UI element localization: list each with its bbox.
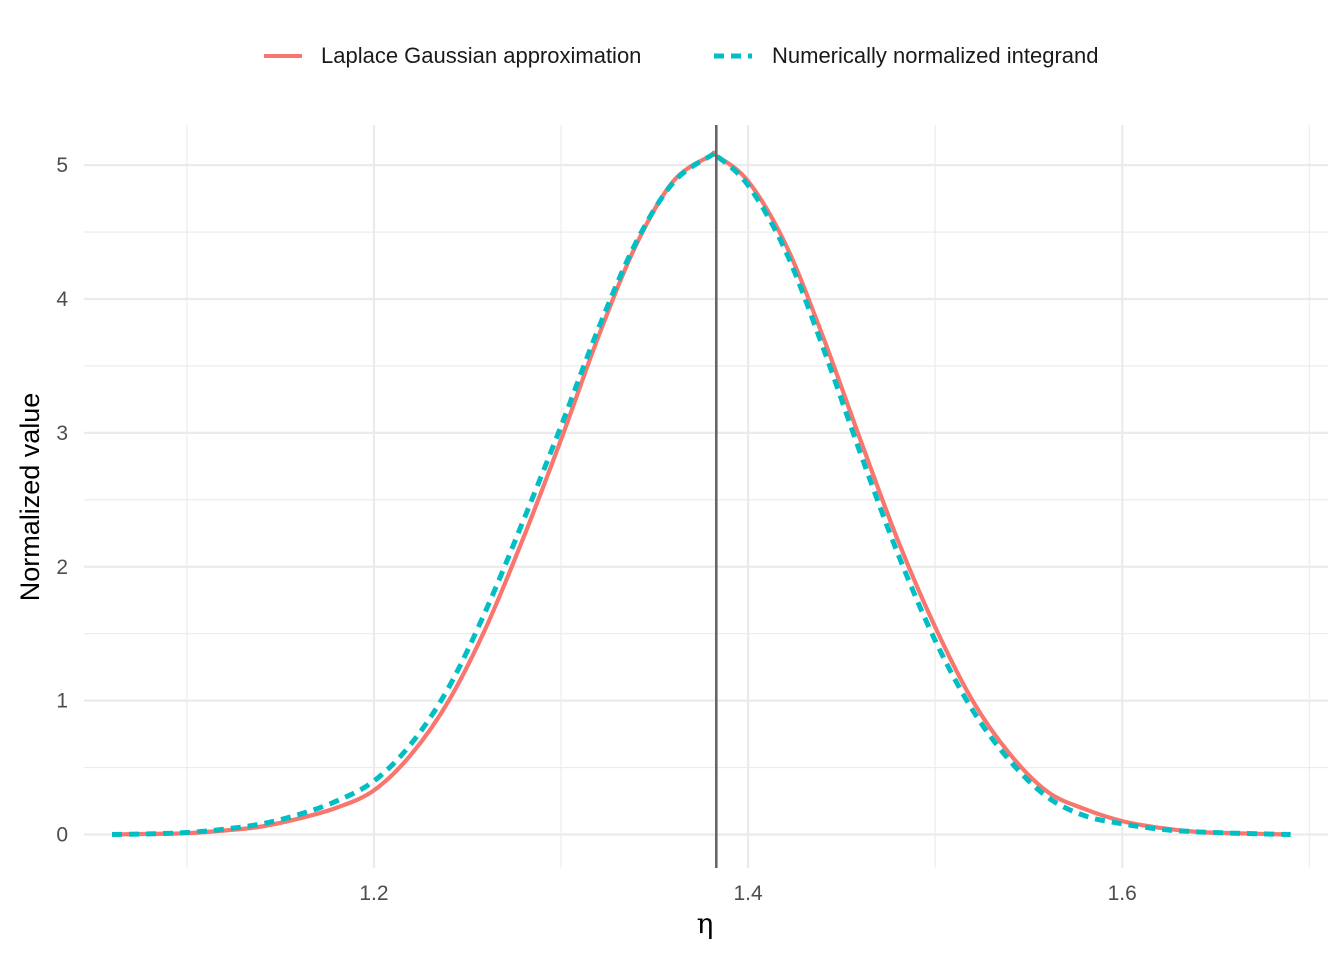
x-tick-label: 1.4 [733,882,763,905]
x-axis-ticks: 1.2 1.4 1.6 [359,882,1136,905]
y-axis-ticks: 0 1 2 3 4 5 [56,154,68,846]
y-tick-label: 5 [56,154,68,177]
y-tick-label: 2 [56,556,68,579]
y-tick-label: 3 [56,422,68,445]
y-tick-label: 4 [56,288,68,311]
curves [112,149,1291,838]
series-line-numeric [112,149,1291,838]
series-line-laplace [112,150,1291,837]
y-tick-label: 1 [56,690,68,713]
grid [84,125,1328,868]
x-tick-label: 1.2 [359,882,388,905]
legend: Laplace Gaussian approximation Numerical… [264,43,1098,68]
x-tick-label: 1.6 [1108,882,1137,905]
legend-label-laplace: Laplace Gaussian approximation [321,43,641,68]
y-axis-title: Normalized value [15,393,45,602]
legend-label-numeric: Numerically normalized integrand [772,43,1098,68]
y-tick-label: 0 [56,824,68,847]
x-axis-title: η [697,907,714,940]
plot-area [84,125,1328,868]
